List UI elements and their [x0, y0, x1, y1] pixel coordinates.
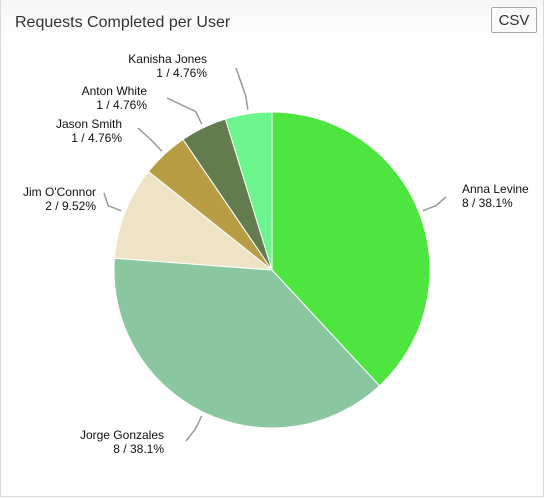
- slice-value-label: 1 / 4.76%: [96, 98, 147, 112]
- slice-name-label: Anton White: [82, 84, 148, 98]
- leader-line: [235, 67, 249, 110]
- leader-line: [185, 415, 203, 442]
- slice-value-label: 1 / 4.76%: [156, 66, 207, 80]
- pie-slice-anna-levine[interactable]: [271, 111, 431, 387]
- panel-header: [1, 0, 543, 44]
- slice-name-label: Anna Levine: [462, 182, 529, 196]
- pie-slice-jim-o-connor[interactable]: [113, 170, 274, 271]
- leader-line: [103, 192, 122, 212]
- chart-title: Requests Completed per User: [15, 14, 231, 31]
- slice-value-label: 8 / 38.1%: [462, 196, 513, 210]
- pie-slice-kanisha-jones[interactable]: [224, 111, 273, 271]
- slice-value-label: 2 / 9.52%: [45, 199, 96, 213]
- slice-value-label: 8 / 38.1%: [113, 442, 164, 456]
- slice-name-label: Jorge Gonzales: [80, 428, 164, 442]
- slice-name-label: Kanisha Jones: [128, 52, 207, 66]
- slice-name-label: Jason Smith: [56, 117, 122, 131]
- leader-line: [422, 196, 447, 212]
- slice-name-label: Jim O'Connor: [23, 185, 96, 199]
- pie-slice-jorge-gonzales[interactable]: [113, 257, 381, 429]
- csv-export-button[interactable]: CSV: [491, 7, 537, 33]
- leader-line: [166, 97, 203, 125]
- slice-value-label: 1 / 4.76%: [71, 131, 122, 145]
- leader-line: [137, 127, 163, 152]
